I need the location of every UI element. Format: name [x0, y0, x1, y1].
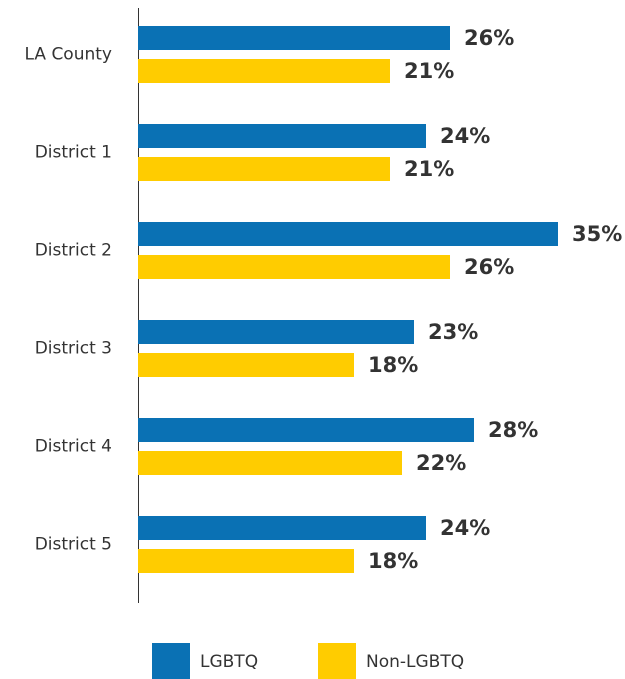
category-label: District 5 [35, 535, 112, 555]
data-label: 22% [416, 451, 466, 475]
legend-label: Non-LGBTQ [366, 652, 464, 672]
data-label: 26% [464, 26, 514, 50]
bar [138, 418, 474, 442]
bar [138, 59, 390, 83]
legend-swatch [152, 643, 190, 679]
category-label: District 3 [35, 339, 112, 359]
bar [138, 320, 414, 344]
bar [138, 124, 426, 148]
bar [138, 26, 450, 50]
category-label: District 2 [35, 241, 112, 261]
data-label: 26% [464, 255, 514, 279]
data-label: 18% [368, 549, 418, 573]
legend-swatch [318, 643, 356, 679]
data-label: 24% [440, 516, 490, 540]
bar [138, 255, 450, 279]
category-label: LA County [25, 45, 112, 65]
data-label: 35% [572, 222, 622, 246]
data-label: 18% [368, 353, 418, 377]
bar [138, 549, 354, 573]
bar [138, 451, 402, 475]
data-label: 21% [404, 157, 454, 181]
legend-label: LGBTQ [200, 652, 258, 672]
data-label: 28% [488, 418, 538, 442]
category-label: District 1 [35, 143, 112, 163]
data-label: 24% [440, 124, 490, 148]
bar [138, 353, 354, 377]
data-label: 21% [404, 59, 454, 83]
bar [138, 157, 390, 181]
bar [138, 516, 426, 540]
category-label: District 4 [35, 437, 112, 457]
bar [138, 222, 558, 246]
data-label: 23% [428, 320, 478, 344]
